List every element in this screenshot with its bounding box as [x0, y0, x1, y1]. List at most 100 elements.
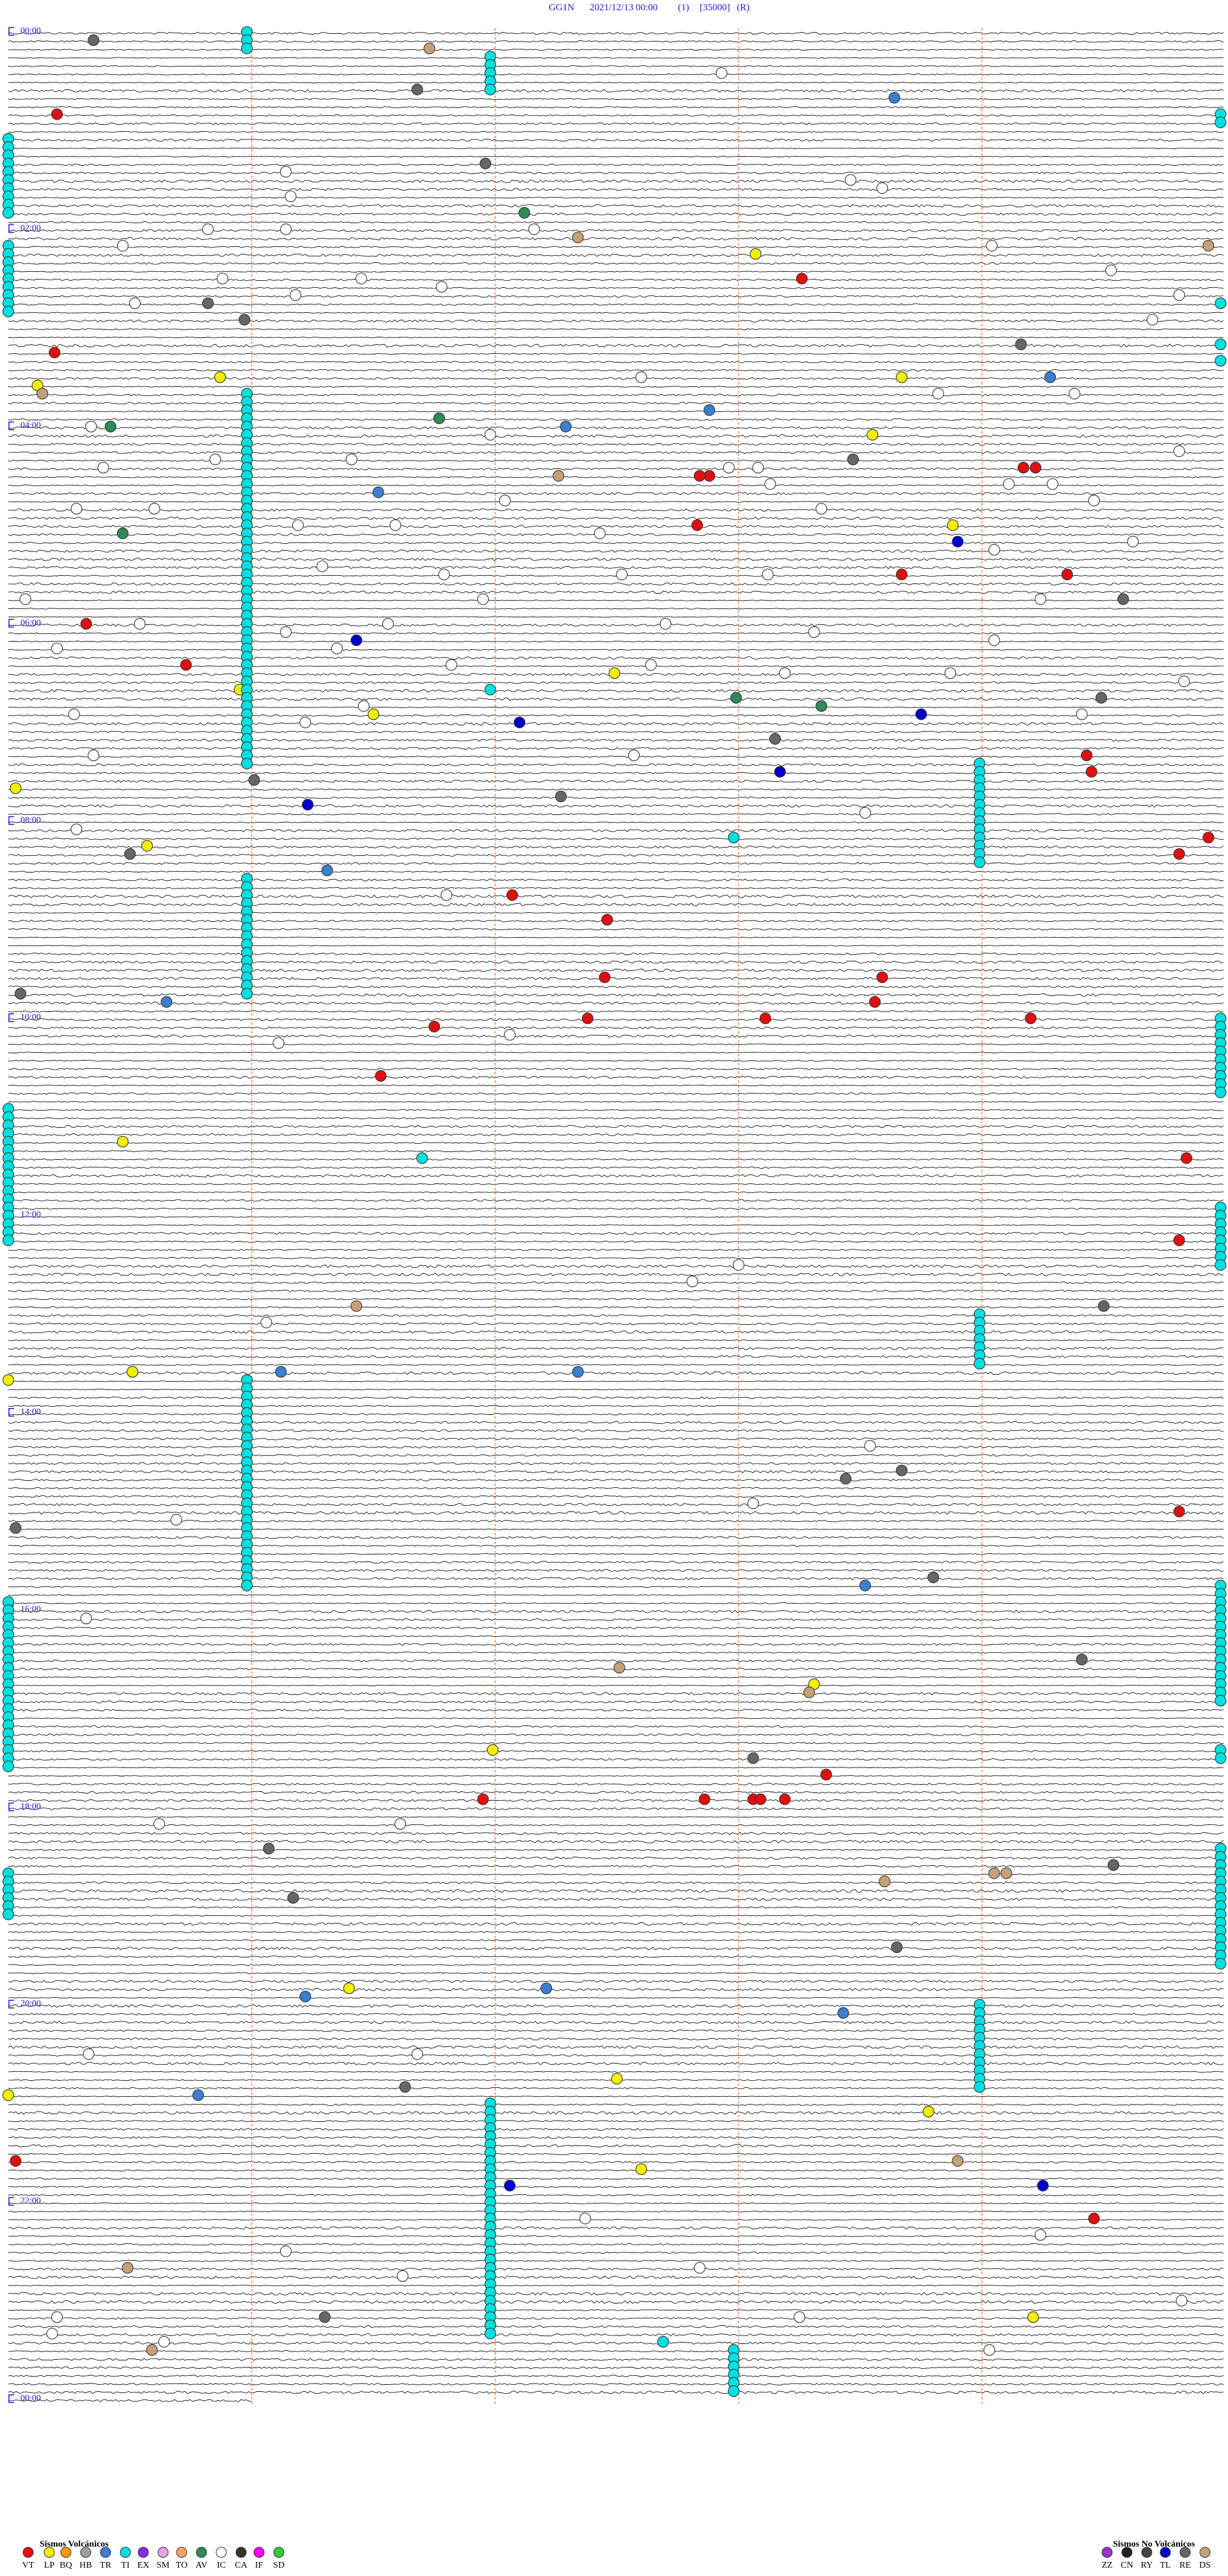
trace — [8, 1799, 1224, 1802]
trace — [8, 1922, 1224, 1926]
event-ic — [659, 618, 672, 630]
event-ic — [1178, 676, 1190, 688]
trace — [8, 212, 1224, 216]
trace — [8, 1298, 1224, 1300]
legend-swatch — [157, 2547, 169, 2558]
event-ic — [279, 626, 292, 638]
event-ds — [36, 388, 49, 400]
event-ic — [635, 371, 647, 383]
hour-label: 00:00 — [20, 2394, 41, 2403]
hour-bracket — [8, 1408, 14, 1417]
trace — [8, 845, 1224, 849]
event-re — [248, 774, 260, 786]
event-ic — [80, 1613, 92, 1625]
trace — [8, 1964, 1224, 1966]
trace — [8, 1075, 1224, 1079]
trace — [8, 1865, 1224, 1868]
event-ic — [815, 503, 828, 515]
event-ti — [484, 2327, 496, 2340]
trace — [8, 1018, 1224, 1022]
trace — [8, 2399, 252, 2403]
trace — [8, 656, 1224, 660]
event-re — [1107, 1859, 1119, 1871]
event-vt — [755, 1793, 767, 1805]
legend-code: CA — [235, 2561, 248, 2570]
event-ic — [1046, 478, 1059, 490]
event-ic — [216, 273, 228, 285]
event-ti — [728, 832, 740, 844]
event-ic — [158, 2335, 170, 2348]
trace — [8, 1816, 1224, 1818]
legend-swatch — [216, 2547, 227, 2558]
event-tr — [560, 420, 572, 432]
legend-code: TL — [1160, 2561, 1170, 2570]
trace — [8, 2325, 1224, 2328]
event-lp — [867, 429, 879, 441]
trace — [8, 2251, 1224, 2254]
trace — [8, 1831, 1224, 1835]
event-re — [479, 157, 492, 170]
trace — [8, 1520, 1224, 1522]
legend-code: IF — [255, 2561, 264, 2570]
trace — [8, 2193, 1224, 2197]
event-ic — [445, 659, 457, 671]
legend-swatch — [1199, 2547, 1211, 2558]
trace — [8, 2186, 1224, 2188]
event-ti — [416, 1152, 429, 1164]
trace — [8, 65, 1224, 67]
event-ic — [272, 1037, 285, 1049]
trace — [8, 1281, 1224, 1284]
trace — [8, 632, 1224, 635]
event-ic — [484, 429, 496, 441]
event-ic — [1034, 2229, 1046, 2241]
trace — [8, 582, 1224, 586]
trace — [8, 2062, 1224, 2066]
trace — [8, 557, 1224, 562]
event-tl — [503, 2179, 516, 2192]
trace — [8, 1602, 1224, 1604]
trace — [8, 155, 1224, 157]
event-vt — [80, 618, 92, 630]
legend-swatch — [1141, 2547, 1153, 2558]
event-ds — [553, 470, 565, 482]
event-ic — [693, 2262, 705, 2274]
trace — [8, 2226, 1224, 2230]
trace — [8, 1421, 1224, 1424]
trace — [8, 731, 1224, 733]
event-ti — [240, 757, 253, 770]
event-ic — [83, 2048, 95, 2060]
event-tl — [514, 716, 526, 729]
trace — [8, 738, 1224, 742]
event-ic — [148, 503, 161, 515]
trace — [8, 130, 1224, 133]
hour-label: 06:00 — [20, 618, 41, 628]
event-ic — [209, 454, 221, 466]
event-ti — [240, 988, 253, 1000]
event-lp — [608, 667, 620, 679]
trace — [8, 516, 1224, 520]
trace — [8, 2021, 1224, 2025]
trace — [8, 2111, 1224, 2115]
legend-swatch — [22, 2547, 34, 2558]
event-re — [10, 1522, 22, 1534]
trace — [8, 549, 1224, 553]
event-ds — [423, 42, 436, 54]
events — [2, 26, 1227, 2397]
event-re — [1076, 1654, 1088, 1666]
trace — [8, 804, 1224, 808]
trace — [8, 2169, 1224, 2172]
event-vt — [1018, 461, 1030, 474]
event-ic — [279, 166, 292, 178]
trace — [8, 1487, 1224, 1490]
event-ic — [438, 569, 450, 581]
trace — [8, 303, 1224, 306]
event-av — [116, 527, 129, 539]
trace — [8, 2341, 1224, 2345]
trace — [8, 1972, 1224, 1974]
event-ti — [1215, 1957, 1227, 1970]
trace — [8, 122, 1224, 125]
event-re — [769, 733, 781, 745]
legend-title: Sismos No Volcánicos — [1113, 2540, 1195, 2549]
event-av — [730, 691, 743, 704]
trace — [8, 640, 1224, 643]
